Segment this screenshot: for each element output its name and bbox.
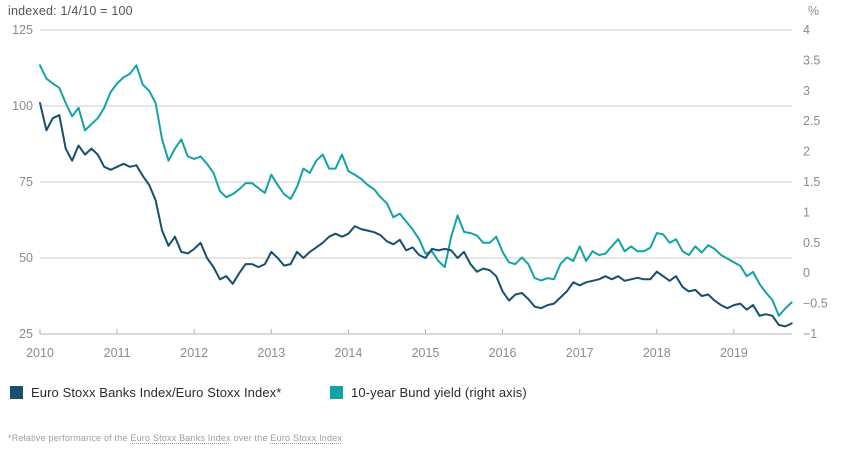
- x-tick-label: 2015: [412, 346, 440, 360]
- right-tick-label: 4: [803, 23, 810, 37]
- chart-legend: Euro Stoxx Banks Index/Euro Stoxx Index*…: [0, 385, 843, 403]
- right-tick-label: 1: [803, 205, 810, 219]
- footnote-text: over the: [230, 433, 271, 443]
- left-tick-label: 100: [12, 99, 33, 113]
- right-tick-label: 0: [803, 266, 810, 280]
- footnote: *Relative performance of the Euro Stoxx …: [8, 433, 342, 443]
- left-tick-label: 25: [19, 327, 33, 341]
- x-tick-label: 2011: [104, 346, 131, 360]
- x-tick-label: 2010: [26, 346, 54, 360]
- left-tick-label: 75: [19, 175, 33, 189]
- right-tick-label: 1.5: [803, 175, 820, 189]
- legend-item-bund-yield: 10-year Bund yield (right axis): [330, 385, 527, 400]
- line-chart: 2010 2011 2012 2013 2014 2015 2016 2017 2018 2019…: [12, 23, 828, 360]
- x-tick-label: 2016: [489, 346, 517, 360]
- navy-legend-swatch: [10, 386, 23, 399]
- x-tick-label: 2012: [180, 346, 208, 360]
- x-tick-label: 2017: [566, 346, 594, 360]
- chart-svg: 2010 2011 2012 2013 2014 2015 2016 2017 2018 2019…: [12, 23, 828, 360]
- series-line-bund-yield: [39, 64, 793, 317]
- x-tick-label: 2018: [643, 346, 671, 360]
- series-line-banks-index: [39, 102, 793, 328]
- legend-label: Euro Stoxx Banks Index/Euro Stoxx Index*: [31, 385, 282, 400]
- x-tick-label: 2013: [257, 346, 285, 360]
- x-tick-label: 2019: [720, 346, 748, 360]
- footnote-link-stoxx-index[interactable]: Euro Stoxx Index: [270, 433, 343, 443]
- x-tick-label: 2014: [334, 346, 362, 360]
- right-tick-label: 0.5: [803, 236, 820, 250]
- left-tick-label: 125: [12, 23, 33, 37]
- left-tick-label: 50: [19, 251, 33, 265]
- footnote-text: *Relative performance of the: [8, 433, 131, 443]
- right-axis-unit-label: %: [808, 4, 820, 18]
- right-tick-label: 2: [803, 145, 810, 159]
- legend-item-banks-index: Euro Stoxx Banks Index/Euro Stoxx Index*: [10, 385, 281, 400]
- right-tick-label: 3.5: [803, 53, 820, 67]
- footnote-link-banks-index[interactable]: Euro Stoxx Banks Index: [130, 433, 231, 443]
- right-tick-label: 3: [803, 84, 810, 98]
- right-tick-label: −0.5: [803, 297, 828, 311]
- teal-legend-swatch: [330, 386, 343, 399]
- right-tick-label: 2.5: [803, 114, 820, 128]
- legend-label: 10-year Bund yield (right axis): [351, 385, 527, 400]
- right-tick-label: −1: [803, 327, 817, 341]
- left-axis-note: indexed: 1/4/10 = 100: [8, 4, 133, 18]
